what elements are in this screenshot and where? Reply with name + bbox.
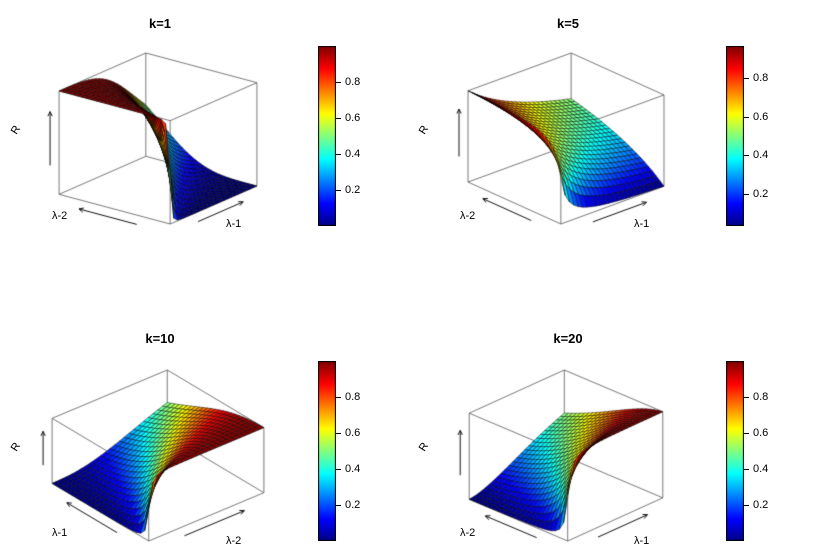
colorbar-ticks: 0.2 0.4 0.6 0.8 — [726, 361, 798, 541]
surface-plot: λ-2 λ-1 R — [416, 36, 716, 246]
colorbar-tick-mark — [744, 116, 749, 118]
colorbar-tick-mark — [336, 505, 341, 507]
surface-canvas — [8, 36, 308, 241]
axis-label-lambda1: λ-1 — [52, 527, 68, 539]
axis-label-lambda1: λ-1 — [634, 535, 650, 547]
axis-label-lambda2: λ-2 — [52, 210, 68, 222]
surface-canvas — [8, 353, 308, 558]
surface-canvas — [416, 36, 716, 241]
colorbar-tick-label: 0.2 — [345, 499, 361, 512]
colorbar-tick-label: 0.8 — [345, 75, 361, 88]
panel-k10: k=10 λ-1 λ-2 R 0.2 0.4 0.6 0.8 — [0, 279, 408, 559]
colorbar-tick-mark — [744, 193, 749, 195]
colorbar-ticks: 0.2 0.4 0.6 0.8 — [318, 46, 390, 226]
axis-label-lambda2: λ-2 — [460, 210, 476, 222]
axis-label-lambda1: λ-1 — [226, 218, 242, 230]
panel-title: k=1 — [148, 16, 172, 31]
colorbar: 0.2 0.4 0.6 0.8 — [318, 361, 390, 543]
panel-k1: k=1 λ-2 λ-1 R 0.2 0.4 0.6 0.8 — [0, 0, 408, 279]
surface-canvas — [416, 353, 716, 558]
colorbar-tick-mark — [336, 154, 341, 155]
colorbar-canvas — [726, 361, 744, 541]
axis-label-lambda2: λ-2 — [460, 527, 476, 539]
panel-title: k=5 — [556, 16, 580, 31]
colorbar-tick-label: 0.6 — [345, 426, 361, 439]
colorbar-tick-mark — [744, 505, 749, 507]
colorbar-tick-label: 0.4 — [345, 148, 361, 160]
colorbar-tick-label: 0.6 — [345, 111, 361, 124]
colorbar-tick-label: 0.6 — [753, 426, 769, 439]
colorbar-tick-mark — [336, 81, 341, 83]
colorbar-tick-label: 0.4 — [753, 463, 769, 476]
colorbar-tick-label: 0.2 — [345, 184, 361, 196]
colorbar-tick-mark — [336, 190, 341, 191]
colorbar-tick-mark — [336, 117, 341, 119]
colorbar-tick-mark — [336, 396, 341, 398]
colorbar-tick-label: 0.2 — [753, 499, 769, 512]
colorbar-ticks: 0.2 0.4 0.6 0.8 — [318, 361, 390, 541]
colorbar-tick-label: 0.4 — [345, 463, 361, 475]
panel-title: k=10 — [145, 331, 175, 346]
colorbar-tick-mark — [744, 78, 749, 80]
panel-k20: k=20 λ-2 λ-1 R 0.2 0.4 0.6 0.8 — [408, 279, 816, 559]
colorbar-tick-mark — [336, 432, 341, 434]
colorbar-tick-mark — [336, 469, 341, 470]
colorbar-canvas — [318, 361, 336, 541]
panel-title: k=20 — [553, 331, 583, 346]
colorbar-tick-label: 0.8 — [345, 390, 361, 403]
colorbar-tick-label: 0.8 — [753, 390, 769, 403]
colorbar-tick-label: 0.4 — [753, 149, 769, 162]
panel-k5: k=5 λ-2 λ-1 R 0.2 0.4 0.6 0.8 — [408, 0, 816, 279]
colorbar-canvas — [726, 46, 744, 226]
surface-plot: λ-1 λ-2 R — [8, 353, 308, 559]
colorbar: 0.2 0.4 0.6 0.8 — [726, 46, 798, 228]
colorbar-tick-label: 0.2 — [753, 187, 769, 200]
colorbar-tick-label: 0.6 — [753, 110, 769, 123]
colorbar: 0.2 0.4 0.6 0.8 — [318, 46, 390, 228]
surface-plot: λ-2 λ-1 R — [8, 36, 308, 246]
axis-label-lambda2: λ-2 — [226, 535, 242, 547]
colorbar-canvas — [318, 46, 336, 226]
colorbar: 0.2 0.4 0.6 0.8 — [726, 361, 798, 543]
colorbar-tick-mark — [744, 155, 749, 157]
colorbar-tick-mark — [744, 432, 749, 434]
colorbar-tick-label: 0.8 — [753, 72, 769, 85]
surface-plot: λ-2 λ-1 R — [416, 353, 716, 559]
colorbar-ticks: 0.2 0.4 0.6 0.8 — [726, 46, 798, 226]
colorbar-tick-mark — [744, 469, 749, 471]
axis-label-lambda1: λ-1 — [634, 218, 650, 230]
colorbar-tick-mark — [744, 396, 749, 398]
